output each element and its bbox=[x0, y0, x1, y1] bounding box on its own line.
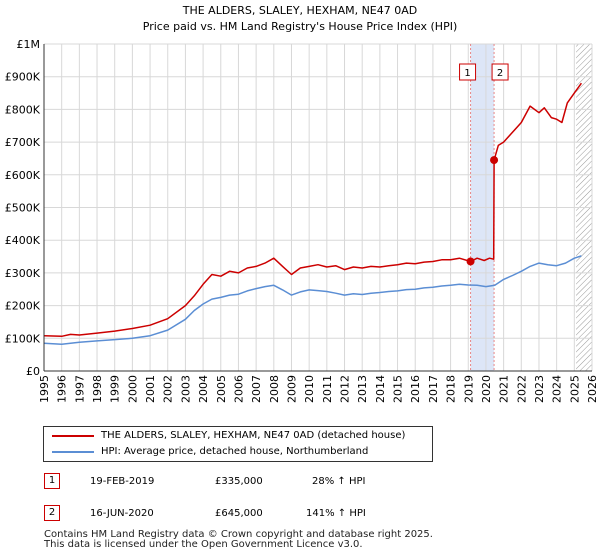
x-tick-label: 2000 bbox=[126, 375, 139, 403]
x-tick-label: 2007 bbox=[250, 375, 263, 403]
legend-swatch-hpi bbox=[52, 451, 94, 453]
transaction-price: £645,000 bbox=[215, 508, 263, 519]
x-tick-label: 2020 bbox=[480, 375, 493, 403]
chart-subtitle: Price paid vs. HM Land Registry's House … bbox=[143, 20, 458, 33]
sale-badge-label: 2 bbox=[497, 68, 503, 79]
sale-badge bbox=[459, 63, 477, 81]
sale-badge bbox=[491, 63, 509, 81]
x-tick-label: 2026 bbox=[586, 375, 599, 403]
x-tick-label: 2002 bbox=[162, 375, 175, 403]
property-series-line bbox=[43, 82, 583, 338]
legend-label-hpi: HPI: Average price, detached house, Nort… bbox=[101, 446, 369, 457]
x-tick-label: 2019 bbox=[462, 375, 475, 403]
y-tick-label: £300K bbox=[5, 267, 41, 280]
y-tick-label: £1M bbox=[17, 38, 41, 51]
y-tick-label: £400K bbox=[5, 234, 41, 247]
transaction-hpi-change: 141% ↑ HPI bbox=[306, 508, 366, 519]
price-chart: THE ALDERS, SLALEY, HEXHAM, NE47 0AD Pri… bbox=[5, 4, 599, 403]
x-tick-label: 2023 bbox=[533, 375, 546, 403]
x-tick-label: 2013 bbox=[356, 375, 369, 403]
y-tick-label: £800K bbox=[5, 103, 41, 116]
legend: THE ALDERS, SLALEY, HEXHAM, NE47 0AD (de… bbox=[43, 426, 433, 462]
x-tick-label: 1998 bbox=[91, 375, 104, 403]
y-tick-label: £900K bbox=[5, 71, 41, 84]
chart-title: THE ALDERS, SLALEY, HEXHAM, NE47 0AD bbox=[182, 4, 418, 17]
sale-badge-label: 1 bbox=[464, 68, 470, 79]
x-tick-label: 2010 bbox=[303, 375, 316, 403]
x-tick-label: 2025 bbox=[568, 375, 581, 403]
hpi-series-line bbox=[43, 255, 582, 345]
x-tick-label: 1996 bbox=[56, 375, 69, 403]
x-tick-label: 2021 bbox=[498, 375, 511, 403]
y-tick-label: £0 bbox=[26, 365, 40, 378]
transaction-hpi-change: 28% ↑ HPI bbox=[312, 476, 366, 487]
transaction-number-badge: 2 bbox=[44, 505, 60, 521]
y-tick-label: £100K bbox=[5, 332, 41, 345]
x-tick-label: 2004 bbox=[197, 375, 210, 403]
x-tick-label: 2008 bbox=[268, 375, 281, 403]
sale-point bbox=[466, 257, 475, 266]
legend-item-hpi: HPI: Average price, detached house, Nort… bbox=[44, 444, 432, 460]
x-tick-label: 2022 bbox=[515, 375, 528, 403]
sale-point bbox=[490, 156, 499, 165]
x-tick-label: 2017 bbox=[427, 375, 440, 403]
x-tick-label: 2005 bbox=[215, 375, 228, 403]
transaction-number-badge: 1 bbox=[44, 473, 60, 489]
transaction-date: 19-FEB-2019 bbox=[90, 476, 155, 487]
transaction-date: 16-JUN-2020 bbox=[90, 508, 154, 519]
x-tick-label: 2014 bbox=[374, 375, 387, 403]
x-tick-label: 2015 bbox=[392, 375, 405, 403]
transaction-price: £335,000 bbox=[215, 476, 263, 487]
footer-attribution: Contains HM Land Registry data © Crown c… bbox=[44, 530, 433, 550]
y-tick-label: £500K bbox=[5, 202, 41, 215]
legend-swatch-property bbox=[52, 435, 94, 437]
footer-licence: This data is licensed under the Open Gov… bbox=[44, 539, 363, 550]
x-tick-label: 2024 bbox=[551, 375, 564, 403]
x-tick-label: 1997 bbox=[73, 375, 86, 403]
x-tick-label: 1999 bbox=[109, 375, 122, 403]
x-tick-label: 2018 bbox=[445, 375, 458, 403]
legend-label-property: THE ALDERS, SLALEY, HEXHAM, NE47 0AD (de… bbox=[101, 430, 406, 441]
x-tick-label: 2012 bbox=[339, 375, 352, 403]
y-tick-label: £200K bbox=[5, 300, 41, 313]
x-tick-label: 2001 bbox=[144, 375, 157, 403]
x-tick-label: 2011 bbox=[321, 375, 334, 403]
x-tick-label: 2009 bbox=[285, 375, 298, 403]
x-tick-label: 1995 bbox=[38, 375, 51, 403]
x-tick-label: 2006 bbox=[232, 375, 245, 403]
x-tick-label: 2003 bbox=[179, 375, 192, 403]
y-tick-label: £600K bbox=[5, 169, 41, 182]
y-tick-label: £700K bbox=[5, 136, 41, 149]
legend-item-property: THE ALDERS, SLALEY, HEXHAM, NE47 0AD (de… bbox=[44, 428, 432, 444]
x-tick-label: 2016 bbox=[409, 375, 422, 403]
footer-copyright: Contains HM Land Registry data © Crown c… bbox=[44, 529, 433, 540]
